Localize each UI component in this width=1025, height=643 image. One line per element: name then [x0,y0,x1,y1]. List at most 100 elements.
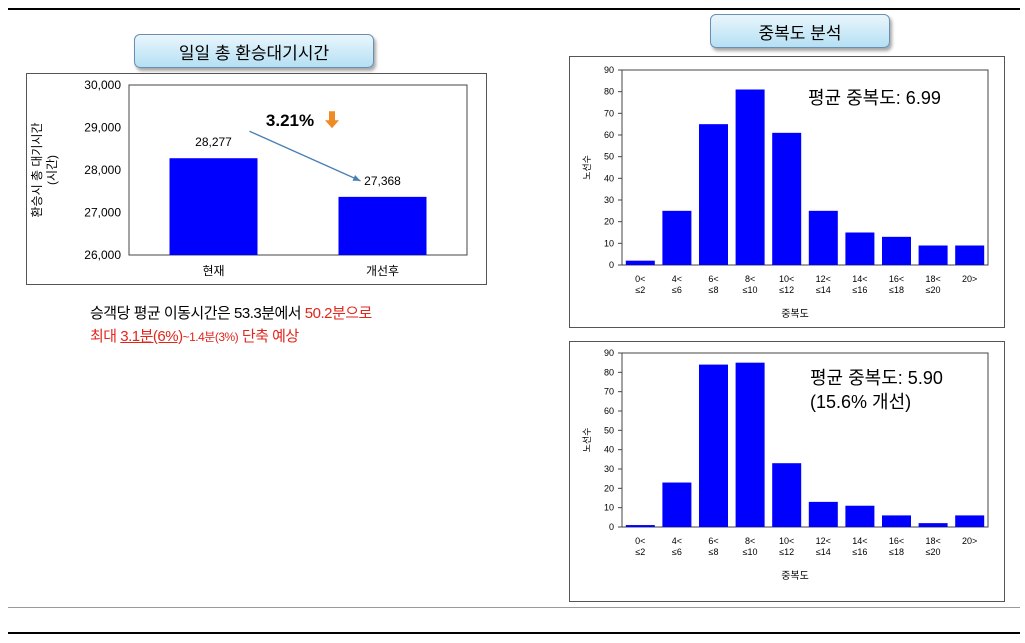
y-tick-label: 60 [604,406,614,416]
bar [808,501,838,527]
x-tick-label: ≤20 [926,547,941,557]
x-tick-label: ≤8 [709,547,719,557]
improvement-label: (15.6% 개선) [810,392,911,412]
x-tick-label: 6< [708,274,718,284]
x-tick-label: ≤2 [635,547,645,557]
y-tick-label: 20 [604,483,614,493]
y-tick-label: 40 [604,445,614,455]
x-tick-label: 16< [889,536,904,546]
bar [772,463,802,527]
overlap-chart-bottom-box: 0 10 20 30 40 50 60 70 80 90 노선수 0< ≤2 4< ≤6 6< ≤8 8< ≤10 1… [569,341,1005,602]
plot-area [128,84,468,256]
y-tick-label: 29,000 [84,121,121,135]
bar [955,245,985,265]
x-tick-label: ≤12 [779,547,794,557]
y-axis-label: 환승시 총 대기시간(시간) [30,123,59,218]
x-tick-label: 18< [925,274,940,284]
x-axis-label: 중복도 [781,570,809,582]
x-tick-label: 8< [745,274,755,284]
data-label: 27,368 [364,174,401,188]
bar [338,196,427,255]
x-tick-label: 12< [816,536,831,546]
bar [662,482,692,527]
bottom-rule [8,632,1020,634]
y-axis-label: 노선수 [582,428,592,453]
y-tick-label: 0 [609,522,614,532]
y-tick-label: 80 [604,367,614,377]
bar [918,523,948,527]
note-line2-b: 3.1분(6%) [120,328,183,345]
x-tick-label: ≤10 [743,547,758,557]
x-tick-label: ≤18 [889,285,904,295]
waiting-time-chart-box: 26,000 27,000 28,000 29,000 30,000 환승시 총 대기시간… [26,73,487,285]
x-tick-label: 0< [635,536,645,546]
y-tick-label: 30 [604,464,614,474]
y-tick-label: 20 [604,217,614,227]
x-tick-label: ≤20 [926,285,941,295]
x-tick-label: 20> [962,274,977,284]
middle-rule [8,607,1020,608]
bar [699,364,728,527]
x-tick-label: ≤8 [709,285,719,295]
plot-area [621,69,989,266]
bar [845,232,875,265]
y-tick-label: 90 [604,65,614,75]
bar [625,260,655,265]
x-tick-label: ≤12 [779,285,794,295]
x-tick-label: 4< [672,536,682,546]
note-line2-d: 단축 예상 [238,328,299,345]
overlap-chart-top: 0 10 20 30 40 50 60 70 80 90 노선수 0<≤2 4<≤6 6<≤8 8<≤10 1… [582,65,989,320]
note-line1-red: 50.2분으로 [304,305,373,322]
y-tick-label: 10 [604,238,614,248]
note-line1-black: 승객당 평균 이동시간은 53.3분에서 [90,305,305,322]
y-tick-label: 30 [604,195,614,205]
x-tick-label: ≤16 [852,285,867,295]
x-tick-label: ≤10 [743,285,758,295]
x-tick-label: ≤6 [672,285,682,295]
x-tick-label: 14< [852,536,867,546]
bar [918,245,948,265]
x-tick-label: ≤14 [816,285,831,295]
x-tick-label: ≤6 [672,547,682,557]
average-overlap-label: 평균 중복도: 6.99 [808,88,941,108]
y-tick-label: 70 [604,108,614,118]
y-tick-label: 90 [604,348,614,358]
x-tick-label: 8< [745,536,755,546]
bar [882,236,911,265]
trend-arrowhead [352,175,361,181]
travel-time-note-line2: 최대 3.1분(6%)~1.4분(3%) 단축 예상 [90,325,299,346]
y-tick-label: 60 [604,130,614,140]
x-axis-label: 중복도 [781,308,809,320]
overlap-chart-bottom: 0 10 20 30 40 50 60 70 80 90 노선수 0<≤2 4<≤6 6<≤8 8<≤10 1… [582,348,989,582]
y-axis-label: 노선수 [582,155,592,180]
bar [808,210,838,265]
bar [625,525,655,527]
y-tick-label: 30,000 [84,78,121,92]
bar [735,89,765,265]
x-tick-label: 12< [816,274,831,284]
right-panel-title: 중복도 분석 [710,14,890,48]
x-tick-label: 현재 [202,264,224,278]
y-tick-label: 50 [604,425,614,435]
x-tick-label: 20> [962,536,977,546]
y-tick-label: 26,000 [84,248,121,262]
x-tick-label: 10< [779,536,794,546]
x-tick-label: 14< [852,274,867,284]
bar [955,515,985,527]
note-line2-c: ~1.4분(3%) [182,330,239,344]
down-arrow-icon [325,111,339,129]
x-tick-label: 0< [635,274,645,284]
x-tick-label: 18< [925,536,940,546]
bar [882,515,911,527]
x-tick-label: 10< [779,274,794,284]
bar [772,132,802,265]
waiting-time-chart: 26,000 27,000 28,000 29,000 30,000 환승시 총 대기시간… [30,78,468,278]
x-tick-label: ≤18 [889,547,904,557]
travel-time-note-line1: 승객당 평균 이동시간은 53.3분에서 50.2분으로 [90,302,372,323]
bar [699,124,728,266]
data-label: 28,277 [195,135,232,149]
y-tick-label: 80 [604,87,614,97]
y-tick-label: 50 [604,152,614,162]
x-tick-label: 4< [672,274,682,284]
top-rule [8,8,1020,10]
